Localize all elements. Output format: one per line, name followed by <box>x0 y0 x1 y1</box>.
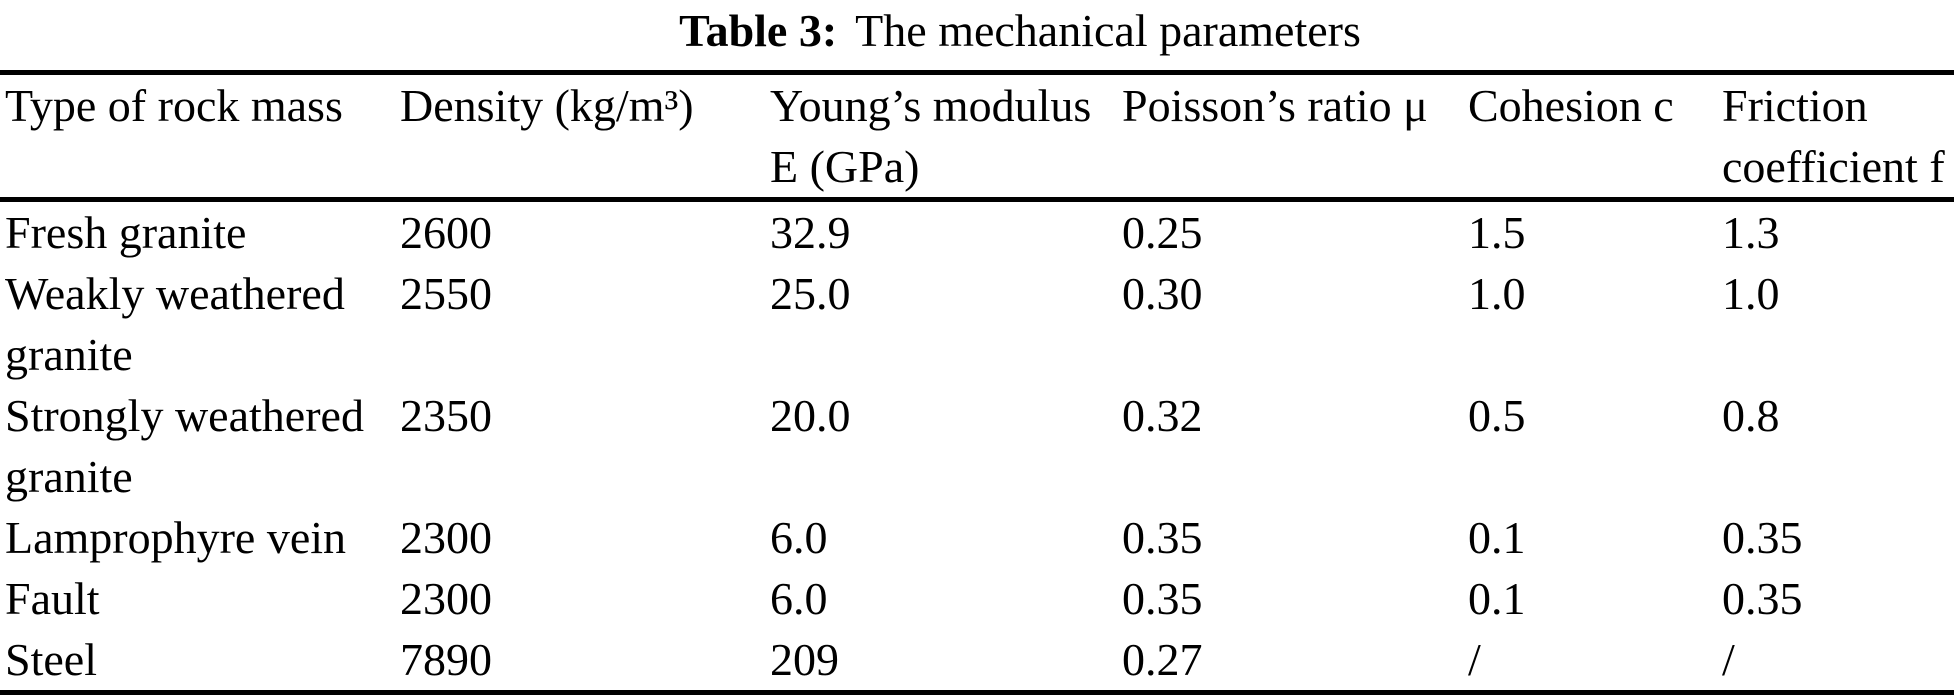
cell-friction-coefficient: 1.3 <box>1722 207 1780 258</box>
column-header-poissons-ratio: Poisson’s ratio μ <box>1122 73 1468 200</box>
cell-rock-type: Fresh granite <box>5 207 247 258</box>
cell-friction-coefficient: 0.8 <box>1722 390 1780 441</box>
cell-cohesion: 1.5 <box>1468 207 1526 258</box>
column-header-line: Friction <box>1722 80 1868 131</box>
column-header-line: E (GPa) <box>770 141 920 192</box>
cell-youngs-modulus: 32.9 <box>770 207 851 258</box>
cell-poissons-ratio: 0.25 <box>1122 207 1203 258</box>
cell-poissons-ratio: 0.35 <box>1122 512 1203 563</box>
cell-density: 2350 <box>400 390 492 441</box>
cell-youngs-modulus: 209 <box>770 634 839 685</box>
cell-density: 7890 <box>400 634 492 685</box>
column-header-line: Young’s modulus <box>770 80 1092 131</box>
column-header-cohesion: Cohesion c <box>1468 73 1722 200</box>
cell-cohesion: 0.1 <box>1468 512 1526 563</box>
cell-rock-type: Lamprophyre vein <box>5 512 347 563</box>
cell-poissons-ratio: 0.27 <box>1122 634 1203 685</box>
table-row-strongly-weathered-granite: Strongly weathered granite 2350 20.0 0.3… <box>0 385 1954 507</box>
cell-rock-type: Weakly weathered granite <box>5 268 345 380</box>
column-header-line: Poisson’s ratio μ <box>1122 80 1428 131</box>
cell-youngs-modulus: 25.0 <box>770 268 851 319</box>
cell-youngs-modulus: 20.0 <box>770 390 851 441</box>
column-header-density: Density (kg/m³) <box>400 73 770 200</box>
table-caption-title: The mechanical parameters <box>855 5 1361 56</box>
cell-density: 2300 <box>400 573 492 624</box>
cell-poissons-ratio: 0.35 <box>1122 573 1203 624</box>
column-header-line: Density (kg/m³) <box>400 80 694 131</box>
cell-cohesion: 0.5 <box>1468 390 1526 441</box>
table-row-weakly-weathered-granite: Weakly weathered granite 2550 25.0 0.30 … <box>0 263 1954 385</box>
header-row: Type of rock mass Density (kg/m³) Young’… <box>0 73 1954 200</box>
cell-rock-type: Steel <box>5 634 97 685</box>
cell-friction-coefficient: / <box>1722 634 1735 685</box>
table-row-steel: Steel 7890 209 0.27 / / <box>0 629 1954 693</box>
cell-poissons-ratio: 0.32 <box>1122 390 1203 441</box>
table-caption-number: Table 3: <box>679 5 838 56</box>
cell-cohesion: 0.1 <box>1468 573 1526 624</box>
column-header-line: coefficient f <box>1722 141 1945 192</box>
cell-friction-coefficient: 0.35 <box>1722 512 1803 563</box>
cell-youngs-modulus: 6.0 <box>770 512 828 563</box>
table-row-lamprophyre-vein: Lamprophyre vein 2300 6.0 0.35 0.1 0.35 <box>0 507 1954 568</box>
table-row-fresh-granite: Fresh granite 2600 32.9 0.25 1.5 1.3 <box>0 200 1954 264</box>
column-header-line: Type of rock mass <box>5 80 343 131</box>
cell-cohesion: 1.0 <box>1468 268 1526 319</box>
cell-youngs-modulus: 6.0 <box>770 573 828 624</box>
cell-rock-type: Strongly weathered granite <box>5 390 364 502</box>
column-header-rock-type: Type of rock mass <box>0 73 400 200</box>
column-header-youngs-modulus: Young’s modulus E (GPa) <box>770 73 1122 200</box>
column-header-line: Cohesion c <box>1468 80 1674 131</box>
cell-density: 2600 <box>400 207 492 258</box>
mechanical-parameters-table: Type of rock mass Density (kg/m³) Young’… <box>0 70 1954 695</box>
table-caption: Table 3: The mechanical parameters <box>0 0 1954 70</box>
cell-cohesion: / <box>1468 634 1481 685</box>
cell-friction-coefficient: 1.0 <box>1722 268 1780 319</box>
cell-density: 2550 <box>400 268 492 319</box>
cell-friction-coefficient: 0.35 <box>1722 573 1803 624</box>
table-row-fault: Fault 2300 6.0 0.35 0.1 0.35 <box>0 568 1954 629</box>
cell-rock-type: Fault <box>5 573 100 624</box>
cell-density: 2300 <box>400 512 492 563</box>
column-header-friction-coefficient: Friction coefficient f <box>1722 73 1954 200</box>
cell-poissons-ratio: 0.30 <box>1122 268 1203 319</box>
